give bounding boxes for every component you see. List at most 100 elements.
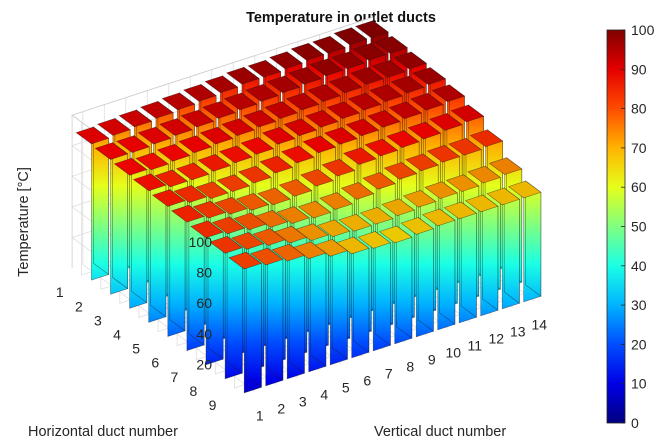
bar-top-face — [374, 36, 408, 54]
bar-top-face — [366, 110, 401, 128]
colorbar-tick-label: 10 — [631, 376, 647, 392]
bars — [75, 20, 542, 394]
bar-top-face — [171, 204, 205, 223]
bar-top-face — [386, 130, 420, 148]
colorbar-tick-label: 30 — [631, 297, 647, 313]
bar-top-face — [464, 194, 499, 213]
bar-top-face — [261, 126, 296, 145]
bar-top-face — [132, 173, 167, 192]
bar-top-face — [223, 92, 258, 111]
bar-top-face — [204, 75, 239, 94]
bar-top-face — [295, 223, 329, 241]
bar-top-face — [285, 92, 320, 111]
x-tick-label: 9 — [428, 352, 436, 368]
bar-side-face — [396, 225, 413, 339]
bar-top-face — [183, 84, 217, 102]
z-tick-label: 80 — [196, 265, 212, 281]
bar-side-face — [374, 230, 391, 346]
bar-top-face — [240, 137, 275, 155]
bar-top-face — [202, 101, 236, 119]
x-tick-label: 2 — [277, 401, 285, 417]
y-tick-label: 9 — [209, 397, 217, 413]
bar — [421, 208, 456, 331]
bar-top-face — [97, 118, 131, 136]
colorbar-tick-label: 90 — [631, 61, 647, 77]
x-tick-label: 8 — [406, 359, 414, 375]
colorbar-tick-label: 80 — [631, 101, 647, 117]
bar-top-face — [192, 200, 227, 219]
bar-top-face — [307, 84, 341, 102]
bar-top-face — [302, 135, 337, 154]
bar-top-face — [159, 118, 193, 136]
colorbar-tick-label: 0 — [631, 415, 639, 431]
colorbar-tick-label: 100 — [631, 22, 655, 38]
colorbar-tick-label: 50 — [631, 219, 647, 235]
bar-top-face — [445, 174, 480, 192]
bar-top-face — [340, 182, 375, 200]
colorbar-tick-label: 70 — [631, 140, 647, 156]
bar-top-face — [335, 236, 370, 255]
x-tick-label: 1 — [256, 408, 264, 424]
x-tick-label: 12 — [488, 331, 504, 347]
bar-top-face — [137, 126, 172, 145]
y-tick-label: 8 — [190, 383, 198, 399]
bar — [228, 251, 263, 394]
colorbar-tick-label: 60 — [631, 179, 647, 195]
bar-top-face — [507, 180, 542, 199]
bar-top-face — [338, 213, 372, 232]
bar-top-face — [357, 231, 392, 249]
bar-top-face — [209, 236, 243, 254]
bar-top-face — [135, 152, 169, 171]
y-tick-label: 6 — [151, 355, 159, 371]
bar-top-face — [245, 84, 279, 102]
bar-top-face — [197, 154, 232, 172]
bar — [171, 204, 205, 352]
bar-top-face — [304, 109, 339, 128]
colorbar-tick-label: 20 — [631, 336, 647, 352]
colorbar-ticks: 0 10 20 30 40 50 60 70 80 90 100 — [621, 22, 655, 431]
bar-side-face — [503, 187, 520, 304]
bar-top-face — [343, 147, 377, 165]
bar — [507, 180, 542, 303]
bar-top-face — [409, 92, 444, 111]
bar — [75, 126, 110, 281]
bar-top-face — [321, 158, 356, 177]
bar-top-face — [161, 92, 196, 111]
bar-top-face — [333, 27, 368, 45]
bar-top-face — [352, 43, 387, 61]
bar-top-face — [242, 109, 277, 128]
bar-top-face — [180, 109, 215, 128]
bar-top-face — [426, 144, 461, 163]
bar-top-face — [431, 84, 466, 103]
bar-side-face — [288, 243, 305, 374]
bar-top-face — [257, 187, 291, 206]
bar-top-face — [228, 251, 263, 270]
bar-top-face — [276, 206, 310, 224]
bar-top-face — [280, 145, 315, 164]
bar-top-face — [381, 198, 415, 217]
bar-top-face — [371, 60, 406, 78]
x-axis-label: Vertical duct number — [374, 424, 506, 440]
bar-side-face — [331, 238, 348, 360]
y-axis-label: Horizontal duct number — [28, 424, 178, 440]
bar — [249, 247, 284, 387]
bar-top-face — [300, 168, 334, 187]
bar-top-face — [113, 157, 148, 176]
bar-top-face — [355, 20, 389, 38]
bar-side-face — [460, 201, 477, 318]
bar-top-face — [116, 135, 150, 153]
bar-top-face — [175, 162, 210, 181]
bar — [113, 157, 148, 309]
bar-top-face — [467, 165, 501, 184]
bar-top-face — [421, 208, 456, 227]
bar-top-face — [412, 67, 447, 85]
x-tick-label: 10 — [445, 345, 461, 361]
bar-top-face — [154, 169, 189, 188]
bar-top-face — [290, 42, 325, 61]
bar-top-face — [316, 219, 351, 238]
bar-top-face — [448, 137, 482, 156]
bar-top-face — [402, 189, 437, 208]
x-tick-label: 5 — [342, 380, 350, 396]
bar — [335, 236, 370, 359]
